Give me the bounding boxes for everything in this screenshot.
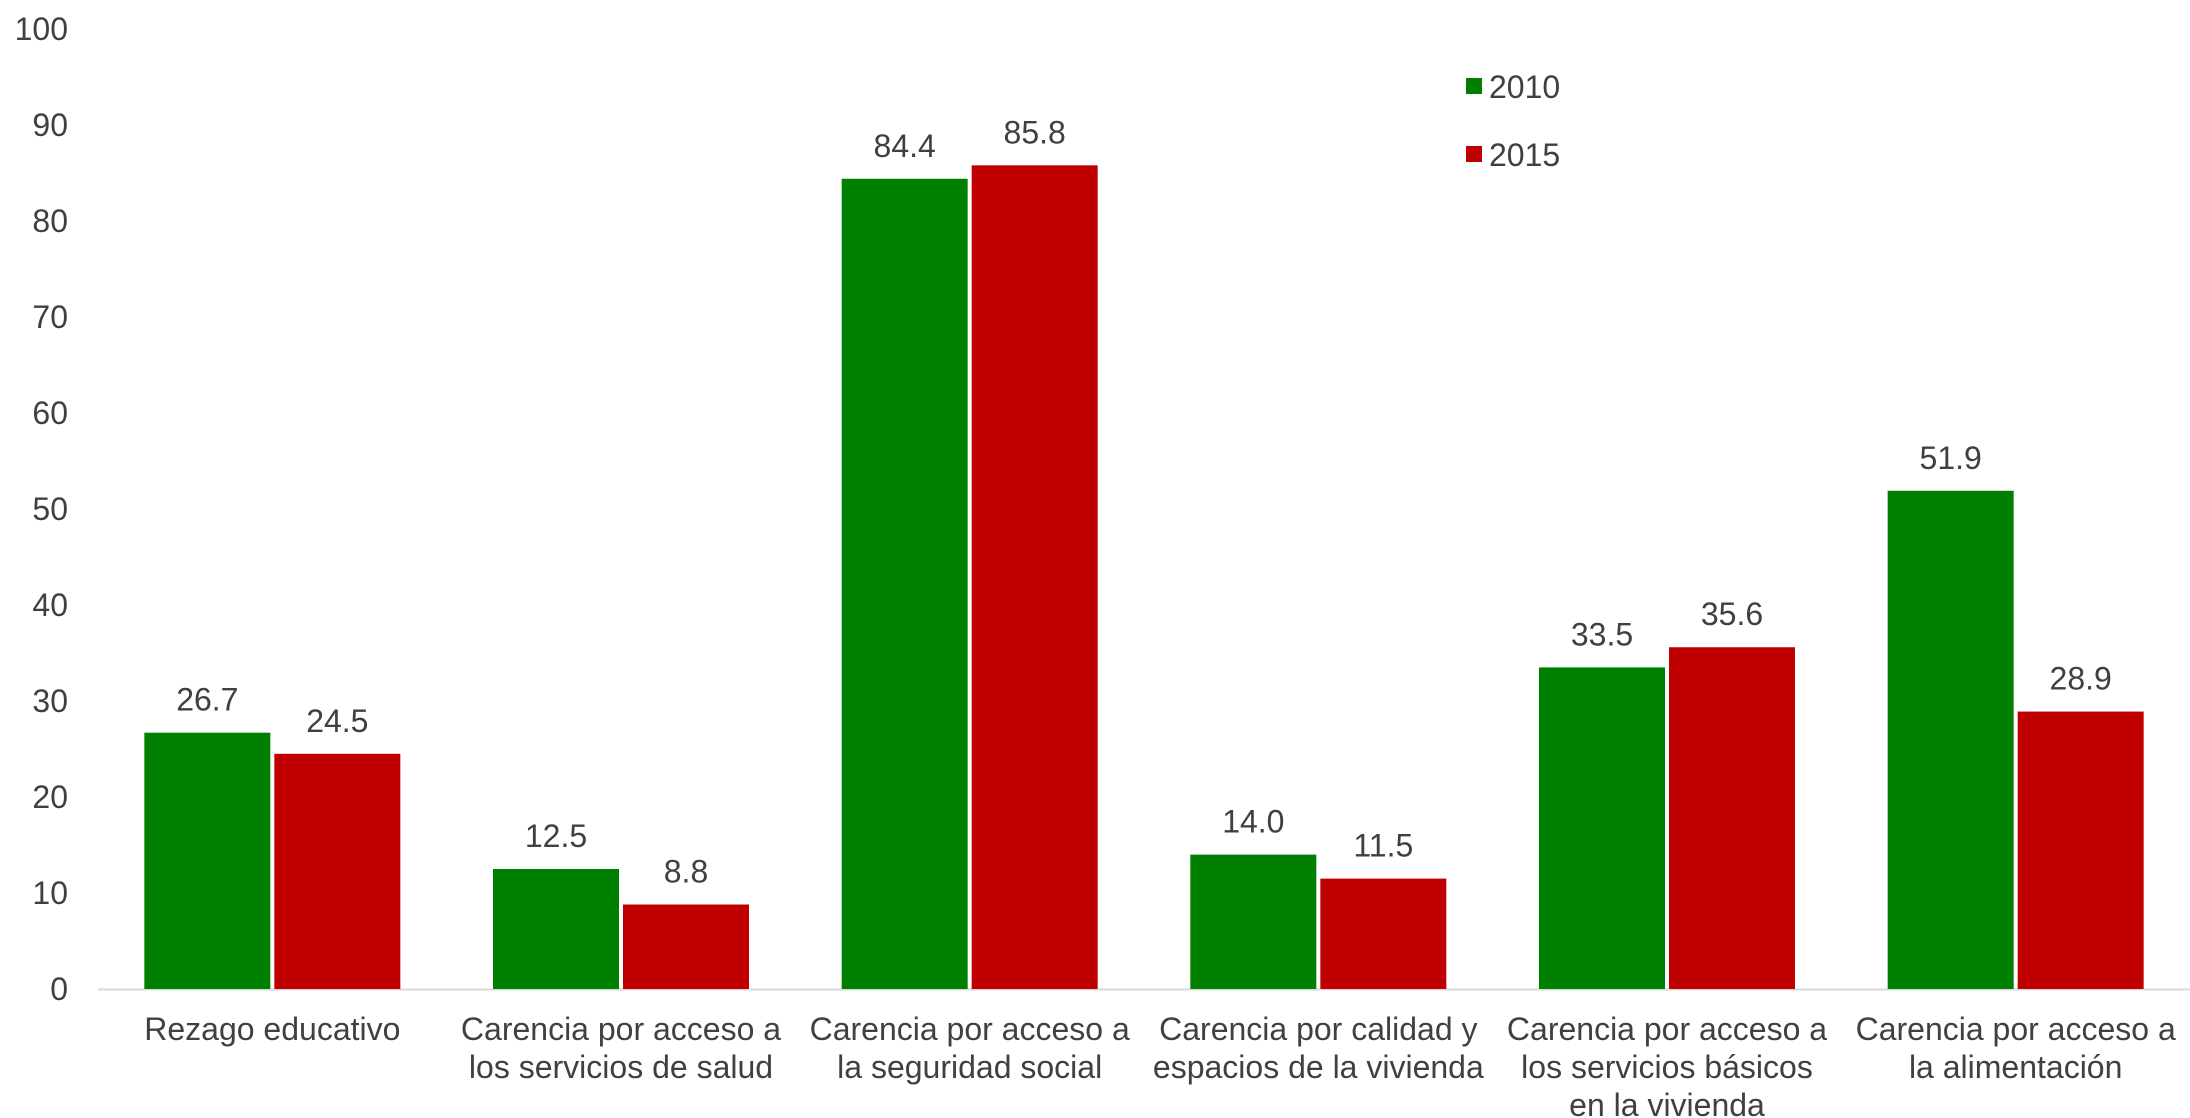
data-label: 26.7: [176, 682, 238, 718]
x-tick-label-line: Carencia por acceso a: [1856, 1011, 2176, 1047]
data-label: 28.9: [2050, 661, 2112, 697]
data-label: 33.5: [1571, 616, 1633, 652]
x-tick-label-line: Rezago educativo: [144, 1011, 400, 1047]
x-tick-label-line: los servicios básicos: [1521, 1049, 1813, 1085]
data-label: 24.5: [306, 703, 368, 739]
legend-label: 2015: [1489, 137, 1560, 173]
bar: [1887, 490, 2014, 989]
y-tick-label: 0: [50, 971, 68, 1007]
x-tick-label: Carencia por acceso a la seguridad social: [810, 1011, 1130, 1085]
y-tick-label: 90: [32, 107, 68, 143]
legend: 2010 2015: [1466, 69, 1560, 173]
x-tick-label: Carencia por acceso a los servicios de sa…: [461, 1011, 781, 1085]
x-tick-label-line: la seguridad social: [837, 1049, 1102, 1085]
y-tick-label: 10: [32, 875, 68, 911]
bar: [1190, 854, 1317, 989]
bar: [841, 178, 968, 989]
bar: [144, 732, 271, 989]
y-tick-label: 70: [32, 299, 68, 335]
y-tick-label: 50: [32, 491, 68, 527]
x-tick-label-line: Carencia por calidad y: [1159, 1011, 1477, 1047]
data-label: 84.4: [874, 128, 936, 164]
x-tick-label-line: los servicios de salud: [469, 1049, 773, 1085]
bar: [971, 165, 1098, 989]
data-label: 8.8: [664, 854, 708, 890]
x-tick-label: Carencia por acceso a la alimentación: [1856, 1011, 2176, 1085]
legend-swatch: [1466, 78, 1482, 94]
data-label: 14.0: [1222, 804, 1284, 840]
y-tick-label: 40: [32, 587, 68, 623]
x-tick-label-line: espacios de la vivienda: [1153, 1049, 1484, 1085]
x-tick-label-line: en la vivienda: [1569, 1087, 1765, 1118]
x-tick-label: Carencia por acceso a los servicios básic…: [1507, 1011, 1827, 1118]
legend-swatch: [1466, 146, 1482, 162]
bar: [493, 869, 619, 989]
bar: [274, 753, 401, 989]
value-labels-group: 26.7 24.5 12.5 8.8 84.4 85.8 14.0 11.5 33.5 35.6 5…: [176, 114, 2112, 889]
y-tick-label: 100: [15, 11, 68, 47]
y-tick-label: 20: [32, 779, 68, 815]
y-tick-label: 80: [32, 203, 68, 239]
bars-group: [144, 165, 2144, 989]
y-tick-label: 30: [32, 683, 68, 719]
data-label: 11.5: [1353, 828, 1413, 864]
x-tick-label-line: la alimentación: [1909, 1049, 2122, 1085]
bar: [2017, 711, 2144, 989]
x-tick-label-line: Carencia por acceso a: [810, 1011, 1130, 1047]
data-label: 35.6: [1701, 596, 1763, 632]
bar: [623, 904, 749, 989]
data-label: 12.5: [525, 818, 587, 854]
category-labels-group: Rezago educativo Carencia por acceso a los…: [144, 1011, 2176, 1118]
data-label: 85.8: [1004, 114, 1066, 150]
y-axis-ticks: 0 10 20 30 40 50 60 70 80 90 100: [15, 11, 68, 1007]
bar: [1320, 878, 1447, 989]
x-tick-label-line: Carencia por acceso a: [461, 1011, 781, 1047]
legend-label: 2010: [1489, 69, 1560, 105]
bar: [1539, 667, 1665, 989]
bar: [1669, 647, 1795, 989]
x-tick-label: Rezago educativo: [144, 1011, 400, 1047]
y-tick-label: 60: [32, 395, 68, 431]
data-label: 51.9: [1920, 440, 1982, 476]
x-tick-label: Carencia por calidad y espacios de la viv…: [1153, 1011, 1484, 1085]
x-tick-label-line: Carencia por acceso a: [1507, 1011, 1827, 1047]
